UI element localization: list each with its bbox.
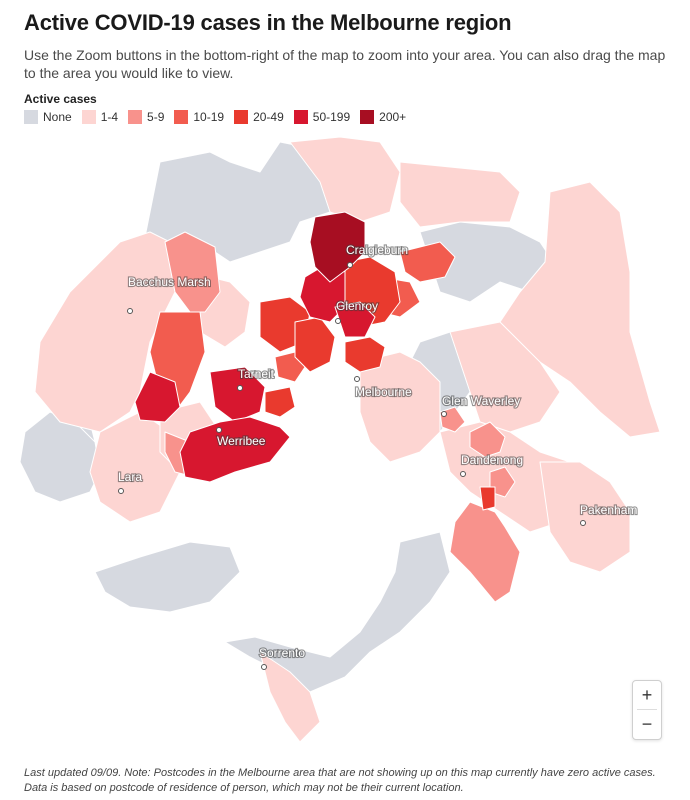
place-marker-werribee [216, 427, 222, 433]
legend-label-20-49: 20-49 [253, 110, 284, 124]
footnote: Last updated 09/09. Note: Postcodes in t… [24, 767, 656, 794]
legend-label-1-4: 1-4 [100, 110, 119, 124]
legend-swatch-50-199 [293, 110, 308, 124]
place-glenroy: Glenroy [335, 298, 379, 324]
legend: None 1-4 5-9 10-19 20-49 50-199 200+ [24, 110, 416, 124]
legend-swatch-20-49 [234, 110, 249, 124]
legend-item-200-plus: 200+ [360, 110, 406, 124]
zoom-divider [637, 709, 657, 710]
place-marker-craigieburn [347, 262, 353, 268]
legend-swatch-5-9 [128, 110, 143, 124]
place-label-pakenham: Pakenham [580, 503, 637, 517]
page-subtitle: Use the Zoom buttons in the bottom-right… [24, 47, 666, 81]
place-label-craigieburn: Craigieburn [346, 243, 408, 257]
legend-label-none: None [43, 110, 72, 124]
place-tarneit: Tarneit [237, 366, 276, 391]
place-dandenong: Dandenong [460, 452, 524, 477]
place-craigieburn: Craigieburn [345, 242, 409, 268]
place-label-sorrento: Sorrento [259, 646, 305, 660]
region-west-light[interactable] [34, 231, 176, 433]
region-pakenham-light[interactable] [539, 461, 631, 573]
place-marker-glenroy [335, 318, 341, 324]
region-peninsula-grey[interactable] [224, 531, 451, 693]
zoom-in-button[interactable]: + [641, 684, 653, 705]
region-north-light[interactable] [289, 136, 401, 223]
region-north-east-light[interactable] [399, 161, 521, 228]
region-craigieburn-east-10-19[interactable] [399, 241, 456, 283]
choropleth-map[interactable]: Craigieburn Bacchus Marsh Glenroy Tarnei… [0, 132, 690, 762]
region-melbourne-20-49[interactable] [344, 336, 386, 373]
map-regions [19, 136, 661, 743]
place-labels: Craigieburn Bacchus Marsh Glenroy Tarnei… [117, 242, 638, 670]
legend-item-50-199: 50-199 [293, 110, 351, 124]
legend-label-5-9: 5-9 [147, 110, 165, 124]
place-marker-dandenong [460, 471, 466, 477]
legend-label-200-plus: 200+ [379, 110, 407, 124]
legend-label-10-19: 10-19 [193, 110, 225, 124]
place-marker-tarneit [237, 385, 243, 391]
region-west-coast-50-199[interactable] [134, 371, 181, 423]
region-inner-north-50-199[interactable] [334, 301, 376, 338]
place-label-lara: Lara [118, 470, 142, 484]
place-marker-glen-waverley [441, 411, 447, 417]
region-bacchus-marsh-5-9[interactable] [164, 231, 221, 313]
legend-item-none: None [24, 110, 72, 124]
legend-item-5-9: 5-9 [128, 110, 164, 124]
place-marker-pakenham [580, 520, 586, 526]
legend-item-20-49: 20-49 [234, 110, 284, 124]
place-pakenham: Pakenham [579, 502, 638, 526]
place-glen-waverley: Glen Waverley [441, 393, 521, 417]
legend-swatch-200-plus [360, 110, 375, 124]
place-lara: Lara [117, 469, 143, 494]
place-sorrento: Sorrento [258, 645, 306, 670]
place-label-werribee: Werribee [217, 434, 266, 448]
legend-title: Active cases [24, 92, 97, 106]
region-dandenong-south-20-49[interactable] [479, 486, 496, 511]
region-inner-east-light[interactable] [359, 351, 441, 463]
region-bellarine-grey[interactable] [94, 541, 241, 613]
place-label-dandenong: Dandenong [461, 453, 523, 467]
place-marker-bacchus-marsh [127, 308, 133, 314]
legend-swatch-none [24, 110, 38, 124]
region-dandenong-5-9[interactable] [469, 421, 506, 458]
region-werribee-50-199[interactable] [179, 416, 291, 483]
zoom-control: + − [632, 680, 662, 740]
region-east-light[interactable] [449, 321, 561, 433]
place-werribee: Werribee [216, 427, 267, 449]
legend-label-50-199: 50-199 [312, 110, 351, 124]
legend-item-1-4: 1-4 [81, 110, 119, 124]
place-label-melbourne: Melbourne [355, 385, 412, 399]
legend-swatch-10-19 [174, 110, 189, 124]
place-bacchus-marsh: Bacchus Marsh [127, 274, 212, 314]
place-label-glen-waverley: Glen Waverley [442, 394, 520, 408]
page-title: Active COVID-19 cases in the Melbourne r… [24, 10, 512, 35]
region-tip-light[interactable] [259, 651, 321, 743]
region-tarneit-50-199[interactable] [209, 366, 266, 423]
legend-item-10-19: 10-19 [174, 110, 224, 124]
place-melbourne: Melbourne [354, 376, 413, 400]
place-marker-sorrento [261, 664, 267, 670]
place-label-tarneit: Tarneit [238, 367, 275, 381]
place-marker-melbourne [354, 376, 360, 382]
region-footscray-20-49[interactable] [264, 386, 296, 418]
place-label-bacchus-marsh: Bacchus Marsh [128, 275, 211, 289]
region-far-east-light[interactable] [499, 181, 661, 438]
place-marker-lara [118, 488, 124, 494]
place-label-glenroy: Glenroy [336, 299, 378, 313]
legend-swatch-1-4 [81, 110, 96, 124]
zoom-out-button[interactable]: − [641, 713, 653, 734]
